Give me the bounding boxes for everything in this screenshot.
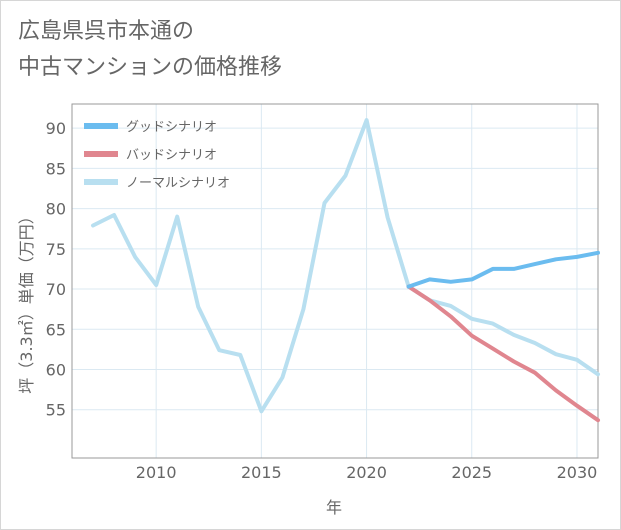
y-tick-label: 70 [46,280,66,299]
x-tick-label: 2025 [451,463,492,482]
legend-label: バッドシナリオ [126,148,217,163]
chart-title-line-1: 広島県呉市本通の [18,19,195,44]
chart-title: 広島県呉市本通の 中古マンションの価格推移 [18,14,282,86]
y-tick-label: 55 [46,401,66,420]
y-tick-label: 90 [46,119,66,138]
y-tick-label: 75 [46,240,66,259]
plot-area [71,103,599,459]
y-tick-label: 85 [46,159,66,178]
tick-label-layer: 2010 2015 2020 2025 2030 55 60 65 70 75 80 85 90 [46,119,598,482]
y-tick-label: 80 [46,200,66,219]
series-layer [91,118,600,423]
y-tick-label: 65 [46,320,66,339]
legend-label: グッドシナリオ [126,120,217,135]
y-tick-label: 60 [46,361,66,380]
series-line [91,118,600,414]
chart-title-line-2: 中古マンションの価格推移 [18,55,283,80]
x-tick-label: 2010 [136,463,177,482]
series-line [406,284,600,423]
y-axis-label: 坪（3.3㎡）単価（万円） [17,208,36,393]
x-tick-label: 2030 [557,463,598,482]
x-tick-label: 2020 [346,463,387,482]
x-tick-label: 2015 [241,463,282,482]
x-axis-label: 年 [326,498,342,517]
series-line [406,250,600,289]
legend-label: ノーマルシナリオ [126,176,230,191]
